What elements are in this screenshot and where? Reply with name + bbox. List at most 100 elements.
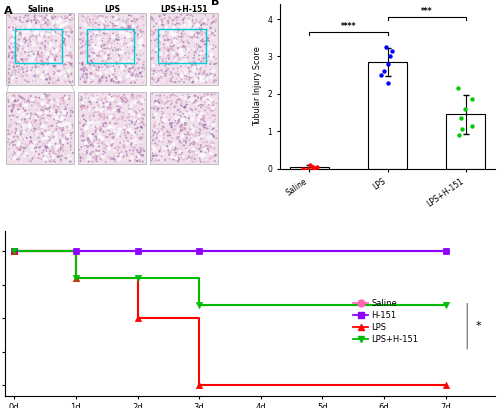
Point (112, 22, 120, 29)
Point (205, 114, 213, 121)
Point (48, 13, 56, 20)
Point (34, 24, 42, 31)
Point (148, 157, 156, 164)
Point (41, 15, 49, 21)
Point (135, 56, 143, 62)
Point (128, 64, 136, 71)
Point (92, 120, 100, 126)
Point (34, 101, 42, 107)
Point (58, 128, 66, 134)
Point (36, 31, 44, 38)
Point (68, 55, 76, 61)
Point (84, 124, 92, 130)
Point (122, 50, 130, 56)
Point (10, 59, 18, 66)
Point (108, 140, 116, 147)
Point (52, 109, 60, 116)
Point (108, 141, 116, 148)
Point (80, 64, 88, 70)
Point (87, 57, 95, 64)
Point (210, 28, 218, 34)
Point (102, 142, 110, 149)
Point (34, 112, 42, 118)
Point (16, 29, 24, 36)
Point (54, 68, 62, 74)
Point (192, 71, 200, 78)
Point (57, 23, 65, 30)
Point (152, 69, 160, 75)
Point (160, 29, 168, 35)
Point (160, 132, 168, 138)
Point (54, 40, 62, 47)
Point (185, 76, 193, 83)
Point (122, 63, 130, 70)
Point (50, 19, 58, 26)
Point (11, 142, 19, 148)
Point (78, 106, 86, 113)
Point (129, 147, 137, 154)
Point (66, 61, 74, 67)
Point (22, 12, 30, 19)
Point (40, 95, 48, 102)
Point (208, 107, 216, 114)
Point (45, 98, 53, 104)
Point (16, 94, 24, 100)
Point (93, 134, 101, 140)
Point (192, 49, 200, 55)
Point (44, 127, 52, 133)
Point (178, 73, 186, 79)
Point (124, 19, 132, 26)
Point (10, 142, 18, 149)
Point (128, 18, 136, 24)
Point (120, 91, 128, 98)
Point (45, 133, 53, 140)
Point (188, 113, 196, 120)
Point (46, 42, 54, 49)
Point (61, 18, 69, 25)
Point (151, 149, 159, 155)
Point (86, 142, 94, 148)
Point (304, 165, 312, 172)
Point (139, 115, 147, 122)
Point (139, 17, 147, 24)
Point (82, 91, 90, 97)
Point (136, 114, 143, 121)
Point (137, 139, 145, 145)
Point (168, 77, 175, 83)
Point (138, 15, 146, 22)
Point (162, 70, 170, 77)
Point (196, 121, 203, 127)
Point (153, 153, 161, 159)
Point (192, 144, 200, 151)
Point (62, 155, 70, 162)
Point (14, 41, 22, 48)
Point (388, 48, 396, 54)
Point (104, 49, 112, 56)
Point (132, 126, 140, 132)
Point (80, 127, 88, 133)
Point (212, 77, 220, 84)
Point (125, 94, 133, 101)
Point (59, 147, 67, 154)
Point (44, 91, 52, 98)
Point (4, 99, 12, 105)
Point (140, 62, 148, 69)
Point (114, 22, 122, 29)
Point (52, 25, 60, 32)
Point (8, 108, 16, 115)
Point (190, 73, 198, 80)
Point (190, 32, 198, 38)
Point (136, 44, 144, 51)
Point (94, 133, 102, 140)
Point (28, 147, 36, 153)
Point (86, 117, 94, 124)
Point (57, 44, 65, 51)
Point (24, 49, 32, 56)
Point (99, 106, 107, 112)
Point (102, 74, 110, 80)
Point (36, 44, 44, 51)
Point (166, 149, 173, 156)
Point (68, 123, 76, 130)
Point (197, 64, 205, 71)
Point (208, 131, 216, 138)
